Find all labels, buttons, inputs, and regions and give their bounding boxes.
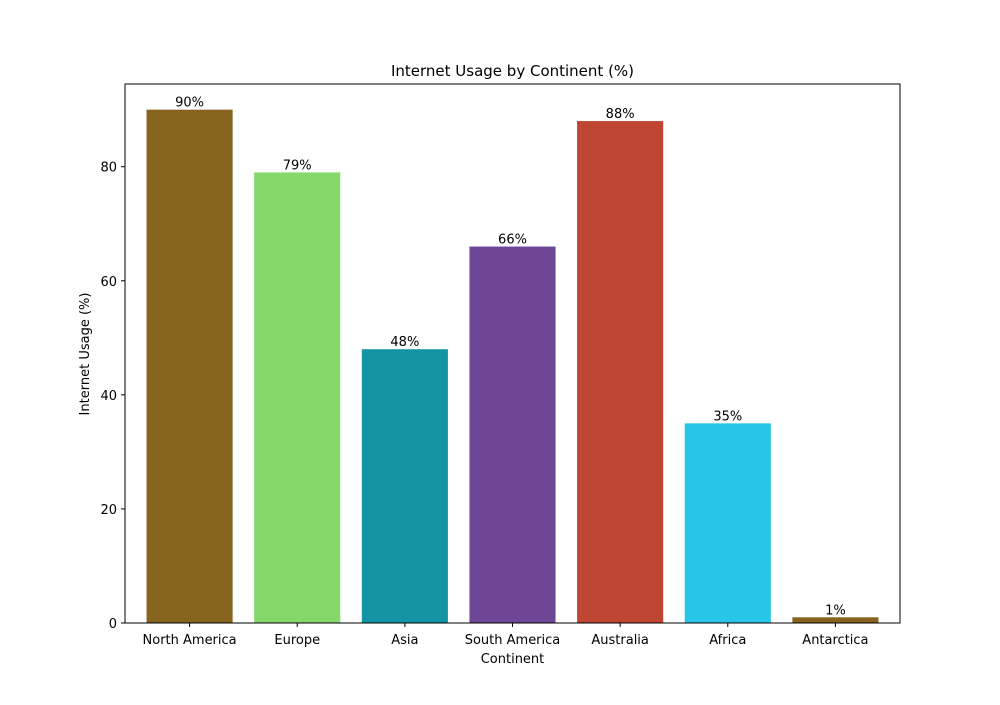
x-axis: North America Europe Asia South America Aust… <box>143 623 869 648</box>
y-tick-label: 40 <box>100 389 117 404</box>
x-tick-label: Australia <box>591 633 649 648</box>
y-tick-label: 60 <box>100 275 117 290</box>
bar-value-label: 48% <box>390 335 419 350</box>
bar-value-label: 35% <box>713 409 742 424</box>
x-tick-label: North America <box>143 633 237 648</box>
bar-south-america <box>469 246 556 624</box>
bar-australia <box>577 121 664 624</box>
chart-title: Internet Usage by Continent (%) <box>391 62 634 80</box>
x-tick-label: Africa <box>709 633 746 648</box>
bars-group <box>146 109 879 624</box>
y-tick-label: 0 <box>109 617 117 632</box>
bar-value-label: 66% <box>498 233 527 248</box>
x-axis-label: Continent <box>481 652 545 667</box>
bar-value-label: 90% <box>175 96 204 111</box>
y-tick-label: 20 <box>100 503 117 518</box>
y-axis-label: Internet Usage (%) <box>78 293 93 416</box>
y-axis: 0 20 40 60 80 <box>100 161 125 632</box>
y-tick-label: 80 <box>100 161 117 176</box>
x-tick-label: South America <box>465 633 561 648</box>
x-tick-label: Europe <box>274 633 320 648</box>
x-tick-label: Antarctica <box>802 633 868 648</box>
bar-north-america <box>146 109 233 623</box>
bar-labels-group: 90% 79% 48% 66% 88% 35% 1% <box>175 96 846 619</box>
bar-africa <box>684 423 771 623</box>
plot-area-frame <box>124 83 901 624</box>
bar-europe <box>254 172 341 623</box>
bar-value-label: 79% <box>283 158 312 173</box>
bar-value-label: 88% <box>606 107 635 122</box>
bar-antarctica <box>792 617 879 623</box>
x-tick-label: Asia <box>391 633 418 648</box>
bar-value-label: 1% <box>825 603 846 618</box>
bar-asia <box>361 349 448 623</box>
